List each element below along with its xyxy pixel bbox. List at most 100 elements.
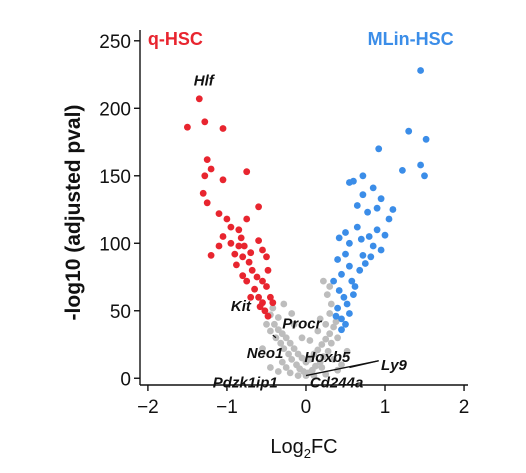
data-point [233,261,240,269]
data-point [288,310,296,317]
data-point [405,127,413,135]
data-point [399,167,406,174]
y-tick-label: 250 [99,32,131,53]
data-point [422,135,430,143]
data-point [288,356,296,363]
data-point [356,266,364,274]
data-point [353,202,361,209]
gene-label-cd244a: Cd244a [310,375,363,392]
data-point [243,215,251,223]
data-point [207,252,215,259]
data-point [334,334,341,342]
data-point [215,210,223,218]
gene-label-ly9: Ly9 [381,357,408,374]
data-point [243,168,251,176]
data-point [338,326,345,334]
data-point [361,260,369,267]
data-point [334,304,341,312]
data-point [332,312,340,320]
data-point [359,172,367,180]
group-labels: q-HSC MLin-HSC [148,29,454,49]
gene-label-procr: Procr [282,315,322,332]
data-point [239,272,247,280]
data-point [280,345,288,352]
data-point [346,262,353,270]
data-point [385,215,393,223]
data-point [290,345,298,352]
data-point [235,226,243,234]
data-point [346,310,353,317]
x-axis-title-main: Log [270,436,303,458]
data-point [259,277,266,285]
y-tick-label: 200 [99,99,131,120]
data-point [335,234,343,242]
data-point [353,223,361,231]
data-point [199,189,207,197]
data-point [235,242,243,250]
data-point [247,293,255,301]
data-point [316,358,324,366]
data-point [201,118,209,126]
data-point [359,191,367,199]
data-point [286,369,294,377]
data-point [269,304,277,312]
data-point [267,293,274,301]
data-point [248,266,256,274]
data-point [350,291,357,298]
data-point [351,283,359,290]
data-point [251,285,258,293]
data-point [346,239,353,247]
series-q-hsc [184,95,277,320]
data-point [306,337,314,344]
data-point [335,287,343,294]
data-point [227,223,235,231]
gene-label-pdzk1ip1: Pdzk1ip1 [213,375,278,392]
data-point [201,172,209,180]
data-point [332,318,340,325]
data-point [323,291,331,298]
data-point [322,320,330,328]
data-point [340,293,348,301]
data-point [343,300,351,308]
data-point [237,234,245,242]
x-axis-title-subscript: 2 [304,446,311,461]
data-point [327,300,335,308]
series-mlin-hsc [330,67,430,334]
data-point [274,368,282,375]
data-point [253,273,261,281]
leader-line [272,334,277,339]
data-point [259,246,266,254]
data-point [231,250,239,258]
data-point [316,315,324,323]
data-point [314,327,322,335]
data-point [227,239,235,247]
data-point [264,312,272,320]
data-point [364,208,371,216]
data-point [342,320,349,328]
data-point [367,253,375,261]
data-point [330,356,337,363]
series-ns [259,277,351,379]
data-point [282,334,290,342]
axes: 0 50 100 150 200 250 −2 −1 0 1 2 [99,30,469,418]
gene-label-hoxb5: Hoxb5 [304,349,351,366]
data-point [195,95,203,103]
leader-line [305,360,379,377]
data-point [350,177,357,185]
data-point [322,335,330,343]
y-tick-label: 150 [99,167,131,188]
data-point [357,235,365,243]
data-point [207,165,215,173]
data-point [318,341,326,348]
data-point [334,256,341,263]
data-point [342,250,349,258]
data-point [381,231,389,239]
data-point [338,361,345,369]
data-point [285,350,292,358]
data-point [326,310,334,317]
data-point [282,364,290,371]
data-point [280,300,288,308]
data-point [263,320,270,328]
data-point [373,204,381,212]
data-point [320,353,327,361]
